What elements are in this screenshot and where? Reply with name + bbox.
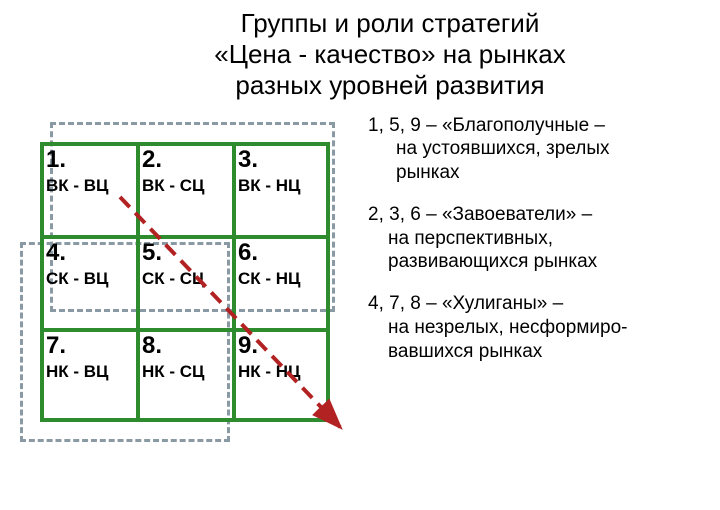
cell-num: 2. [142,146,226,174]
cell-8: 8.НК - СЦ [136,328,232,421]
cell-5: 5.СК - СЦ [136,235,232,328]
cell-code: СК - СЦ [142,269,226,289]
legend-head: 2, 3, 6 – «Завоеватели» – [368,203,710,227]
cell-code: НК - СЦ [142,362,226,382]
cell-code: НК - ВЦ [46,362,130,382]
title-line-2: «Цена - качество» на рынках [100,39,680,70]
title-line-3: разных уровней развития [100,70,680,101]
legend-line: на перспективных, [368,227,710,251]
legend-line: на устоявшихся, зрелых [368,137,710,161]
cell-num: 8. [142,332,226,360]
page-title: Группы и роли стратегий «Цена - качество… [0,0,720,112]
legend-item-1: 1, 5, 9 – «Благополучные – на устоявшихс… [368,114,710,185]
cell-num: 9. [238,332,322,360]
legend-item-3: 4, 7, 8 – «Хулиганы» – на незрелых, несф… [368,292,710,363]
title-line-1: Группы и роли стратегий [100,8,680,39]
cell-9: 9.НК - НЦ [232,328,328,421]
cell-code: ВК - ВЦ [46,176,130,196]
cell-7: 7.НК - ВЦ [40,328,136,421]
cell-6: 6.СК - НЦ [232,235,328,328]
legend-item-2: 2, 3, 6 – «Завоеватели» – на перспективн… [368,203,710,274]
legend: 1, 5, 9 – «Благополучные – на устоявшихс… [360,112,720,472]
cell-num: 3. [238,146,322,174]
grid: 1.ВК - ВЦ 2.ВК - СЦ 3.ВК - НЦ 4.СК - ВЦ … [40,142,330,422]
legend-head: 1, 5, 9 – «Благополучные – [368,114,710,138]
cell-num: 5. [142,239,226,267]
cell-num: 7. [46,332,130,360]
content-row: 1.ВК - ВЦ 2.ВК - СЦ 3.ВК - НЦ 4.СК - ВЦ … [0,112,720,472]
cell-code: СК - НЦ [238,269,322,289]
cell-code: ВК - СЦ [142,176,226,196]
cell-num: 6. [238,239,322,267]
legend-head: 4, 7, 8 – «Хулиганы» – [368,292,710,316]
cell-4: 4.СК - ВЦ [40,235,136,328]
cell-num: 4. [46,239,130,267]
cell-code: НК - НЦ [238,362,322,382]
cell-code: СК - ВЦ [46,269,130,289]
cell-3: 3.ВК - НЦ [232,142,328,235]
legend-line: рынках [368,161,710,185]
legend-line: развивающихся рынках [368,250,710,274]
cell-num: 1. [46,146,130,174]
cell-1: 1.ВК - ВЦ [40,142,136,235]
legend-line: на незрелых, несформиро- [368,316,710,340]
diagram: 1.ВК - ВЦ 2.ВК - СЦ 3.ВК - НЦ 4.СК - ВЦ … [10,112,360,472]
cell-code: ВК - НЦ [238,176,322,196]
cell-2: 2.ВК - СЦ [136,142,232,235]
legend-line: вавшихся рынках [368,340,710,364]
